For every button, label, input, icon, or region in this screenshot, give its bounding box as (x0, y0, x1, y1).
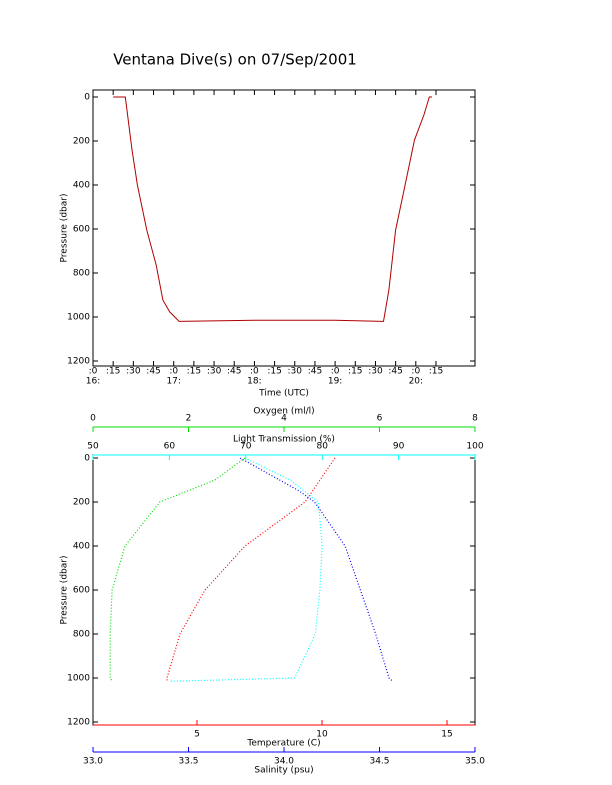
x-hour-label: 18: (247, 377, 261, 387)
x-tick-label: :0 (169, 367, 178, 377)
profile-line (170, 457, 323, 682)
x-tick-label: 34.0 (274, 757, 294, 767)
x-hour-label: 17: (166, 377, 180, 387)
x-tick-label: :15 (429, 367, 443, 377)
x-tick-label: :45 (146, 367, 160, 377)
plot-frame (92, 454, 476, 726)
y-tick-label: 800 (73, 630, 90, 640)
x-tick-label: 34.5 (369, 757, 389, 767)
x-tick-label: 10 (316, 730, 328, 740)
y-tick-label: 800 (73, 269, 90, 279)
x-tick-label: 33.5 (178, 757, 198, 767)
profile-line (239, 457, 394, 682)
x-tick-label: 4 (281, 414, 287, 424)
y-tick-label: 600 (73, 586, 90, 596)
x-tick-label: :15 (267, 367, 281, 377)
y-tick-label: 600 (73, 225, 90, 235)
x-tick-label: 0 (90, 414, 96, 424)
x-tick-label: :30 (368, 367, 383, 377)
x-tick-label: 6 (377, 414, 383, 424)
x-tick-label: 90 (393, 442, 405, 452)
x-axis-label: Light Transmission (%) (233, 435, 335, 445)
x-tick-label: :0 (250, 367, 259, 377)
x-tick-label: :0 (89, 367, 98, 377)
x-tick-label: 2 (186, 414, 192, 424)
y-tick-label: 1000 (67, 313, 90, 323)
profile-line (109, 457, 246, 682)
x-tick-label: :45 (308, 367, 322, 377)
x-tick-label: :45 (388, 367, 402, 377)
y-axis-label: Pressure (dbar) (60, 194, 70, 263)
depth-line (113, 96, 432, 322)
profile-line (166, 457, 336, 682)
x-hour-label: 20: (409, 377, 423, 387)
y-tick-label: 400 (73, 542, 90, 552)
y-tick-label: 400 (73, 181, 90, 191)
x-tick-label: 15 (441, 730, 452, 740)
x-tick-label: :0 (411, 367, 420, 377)
x-tick-label: :15 (348, 367, 362, 377)
x-tick-label: :45 (227, 367, 241, 377)
x-tick-label: :30 (126, 367, 141, 377)
plot-frame (92, 89, 476, 367)
y-tick-label: 1200 (67, 718, 90, 728)
x-axis-label: Salinity (psu) (254, 766, 313, 776)
y-tick-label: 1200 (67, 357, 90, 367)
x-tick-label: 33.0 (83, 757, 103, 767)
chart-title: Ventana Dive(s) on 07/Sep/2001 (113, 51, 357, 69)
x-tick-label: 5 (194, 730, 200, 740)
x-tick-label: 35.0 (465, 757, 485, 767)
y-axis-label: Pressure (dbar) (60, 556, 70, 625)
y-tick-label: 200 (73, 498, 90, 508)
x-tick-label: 70 (240, 442, 252, 452)
y-tick-label: 0 (84, 454, 90, 464)
x-tick-label: 80 (316, 442, 328, 452)
x-tick-label: 50 (87, 442, 99, 452)
y-tick-label: 0 (84, 93, 90, 103)
x-axis-label: Time (UTC) (258, 389, 309, 399)
x-tick-label: :15 (187, 367, 201, 377)
x-tick-label: 100 (466, 442, 483, 452)
x-hour-label: 16: (86, 377, 100, 387)
x-tick-label: :15 (106, 367, 120, 377)
y-tick-label: 1000 (67, 674, 90, 684)
y-tick-label: 200 (73, 137, 90, 147)
x-tick-label: 60 (164, 442, 176, 452)
x-axis-label: Oxygen (ml/l) (253, 407, 314, 417)
x-tick-label: 8 (472, 414, 478, 424)
x-hour-label: 19: (328, 377, 342, 387)
x-axis-label: Temperature (C) (246, 739, 320, 749)
x-tick-label: :30 (207, 367, 222, 377)
x-tick-label: :30 (288, 367, 303, 377)
x-tick-label: :0 (331, 367, 340, 377)
